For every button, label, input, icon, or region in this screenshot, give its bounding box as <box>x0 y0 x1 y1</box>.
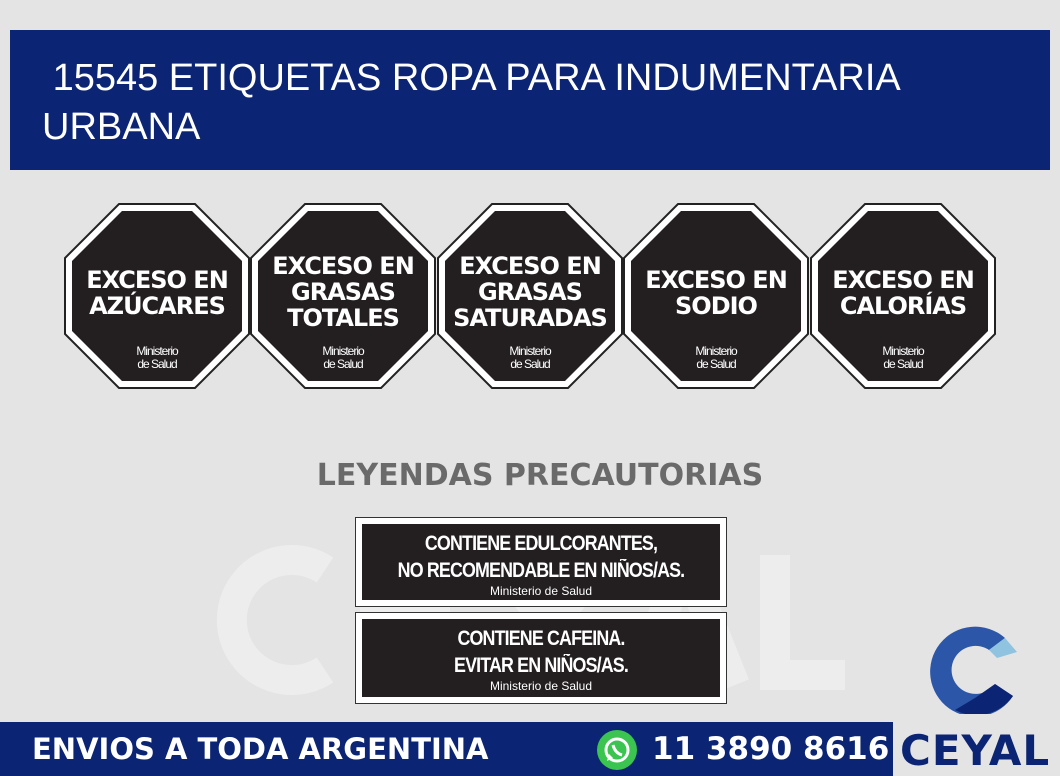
legends-title: LEYENDAS PRECAUTORIAS <box>316 458 764 493</box>
warning-octagon: EXCESO EN GRASAS SATURADAS Ministerio de Sal… <box>437 203 623 389</box>
ministry-line: Ministerio <box>136 344 178 358</box>
footer-bar: ENVIOS A TODA ARGENTINA 11 3890 8616 <box>0 722 893 776</box>
legend-line: CONTIENE EDULCORANTES, <box>424 532 658 555</box>
ministry-line: de Salud <box>510 357 550 371</box>
legend-ministry: Ministerio de Salud <box>489 584 593 598</box>
warning-octagon: EXCESO EN SODIO Ministerio de Salud <box>623 203 809 389</box>
legend-line: EVITAR EN NIÑOS/AS. <box>454 654 629 677</box>
header-banner: 15545 ETIQUETAS ROPA PARA INDUMENTARIA U… <box>10 30 1050 170</box>
ministry-line: de Salud <box>696 357 736 371</box>
legend-caffeine: CONTIENE CAFEINA. EVITAR EN NIÑOS/AS. Mi… <box>355 612 727 704</box>
octagon-label: SODIO <box>675 292 758 320</box>
octagon-label: EXCESO EN <box>272 252 415 280</box>
octagon-label: EXCESO EN <box>645 266 788 294</box>
octagon-label: AZÚCARES <box>89 292 226 320</box>
octagon-label: EXCESO EN <box>459 252 602 280</box>
octagon-label: GRASAS <box>291 278 396 306</box>
octagon-icon <box>64 203 250 389</box>
legend-ministry: Ministerio de Salud <box>489 679 593 693</box>
legend-line: NO RECOMENDABLE EN NIÑOS/AS. <box>397 559 685 582</box>
octagon-icon <box>810 203 996 389</box>
octagon-ministry: Ministerio de Salud <box>64 345 250 371</box>
legend-sweeteners: CONTIENE EDULCORANTES, NO RECOMENDABLE E… <box>355 517 727 607</box>
phone-number[interactable]: 11 3890 8616 <box>652 731 890 767</box>
octagon-ministry: Ministerio de Salud <box>437 345 623 371</box>
ministry-line: Ministerio <box>695 344 737 358</box>
warning-octagon: EXCESO EN GRASAS TOTALES Ministerio de Salud <box>250 203 436 389</box>
octagon-icon <box>250 203 436 389</box>
octagon-label: EXCESO EN <box>832 266 975 294</box>
ceyal-logo-icon <box>930 626 1017 714</box>
octagon-icon <box>437 203 623 389</box>
whatsapp-icon[interactable] <box>597 730 637 770</box>
page-title: 15545 ETIQUETAS ROPA PARA INDUMENTARIA U… <box>42 57 901 148</box>
octagon-label: EXCESO EN <box>86 266 229 294</box>
ministry-line: Ministerio <box>322 344 364 358</box>
ministry-line: de Salud <box>323 357 363 371</box>
ministry-line: de Salud <box>883 357 923 371</box>
warning-octagon: EXCESO EN AZÚCARES Ministerio de Salud <box>64 203 250 389</box>
octagon-ministry: Ministerio de Salud <box>250 345 436 371</box>
octagon-ministry: Ministerio de Salud <box>810 345 996 371</box>
legend-line: CONTIENE CAFEINA. <box>457 627 625 650</box>
warning-octagon: EXCESO EN CALORÍAS Ministerio de Salud <box>810 203 996 389</box>
octagon-label: SATURADAS <box>453 304 608 332</box>
octagon-ministry: Ministerio de Salud <box>623 345 809 371</box>
ministry-line: Ministerio <box>509 344 551 358</box>
octagon-label: TOTALES <box>287 304 400 332</box>
octagon-icon <box>623 203 809 389</box>
ministry-line: de Salud <box>137 357 177 371</box>
brand-name: CEYAL <box>900 726 1051 775</box>
octagon-label: GRASAS <box>478 278 583 306</box>
octagon-label: CALORÍAS <box>839 292 967 320</box>
shipping-text: ENVIOS A TODA ARGENTINA <box>32 732 489 766</box>
ministry-line: Ministerio <box>882 344 924 358</box>
